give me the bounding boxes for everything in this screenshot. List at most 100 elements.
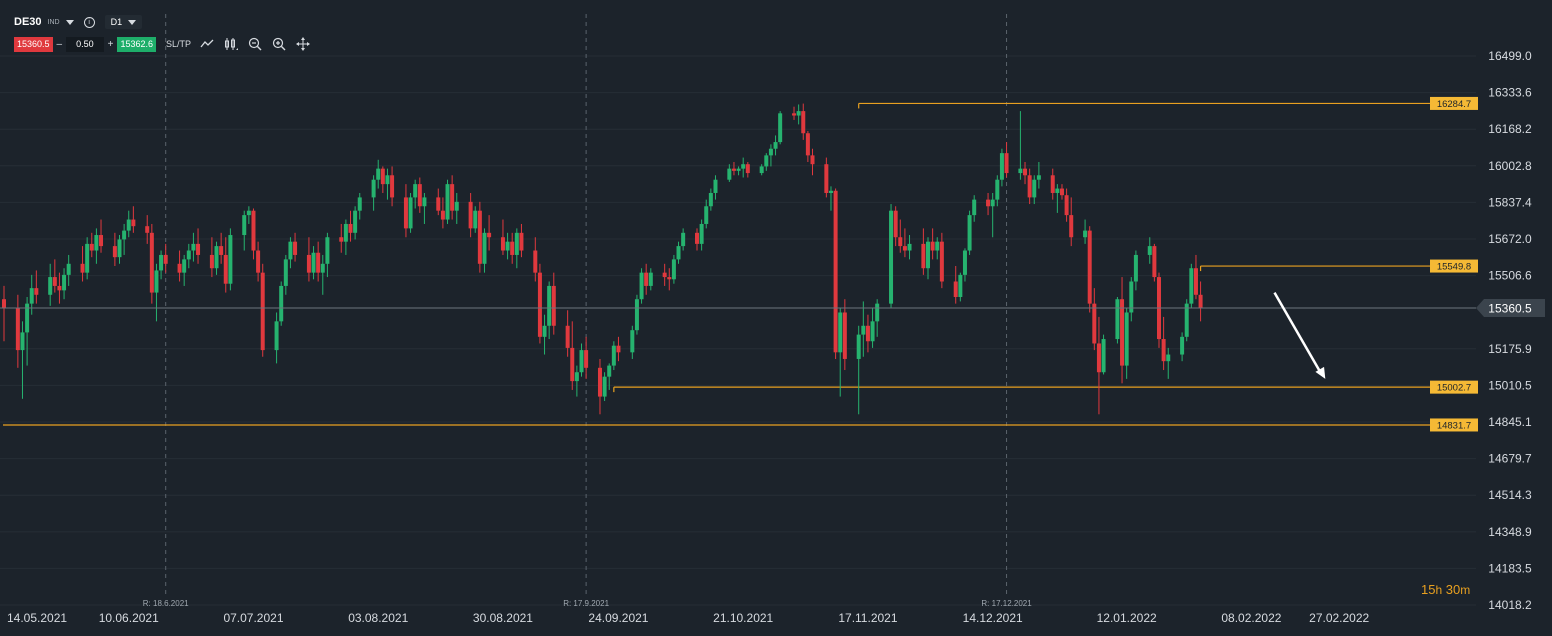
candle [191, 232, 196, 262]
candle-body [343, 223, 348, 242]
candle-body [293, 241, 298, 255]
candle [1092, 288, 1097, 351]
candle-countdown: 15h 30m [1421, 582, 1470, 597]
candle [1023, 162, 1028, 185]
candle-body [154, 270, 159, 293]
candle [371, 175, 376, 211]
candle-body [196, 243, 201, 255]
info-icon[interactable]: i [83, 16, 95, 28]
candle [436, 188, 441, 216]
candle-body [727, 168, 732, 180]
candle-body [579, 350, 584, 373]
candle-body [1184, 303, 1189, 337]
candle [579, 343, 584, 377]
candle [131, 206, 136, 233]
candles [2, 103, 1203, 415]
time-axis[interactable]: 14.05.2021 10.06.2021 07.07.2021 03.08.2021… [7, 611, 1370, 625]
candle [99, 219, 104, 253]
date-tick-label: 21.10.2021 [713, 611, 773, 625]
level-label: 15002.7 [1437, 383, 1471, 394]
candle-body [962, 250, 967, 275]
candle-body [773, 142, 778, 149]
level-15002.7: 15002.7 [613, 380, 1478, 394]
candle [1180, 332, 1185, 362]
candle [450, 175, 455, 220]
candle-body [1064, 195, 1069, 216]
candle [1083, 219, 1088, 244]
candle [939, 232, 944, 289]
line-chart-icon[interactable] [199, 36, 215, 52]
candle [1189, 263, 1194, 309]
candle-body [708, 192, 713, 207]
horizontal-levels[interactable]: 16284.7 15549.8 15002.7 14831.7 [3, 96, 1478, 432]
candle [1198, 281, 1203, 322]
candle [477, 201, 482, 273]
candle [1027, 168, 1032, 205]
price-axis[interactable]: 16499.0 16333.6 16168.2 16002.8 15837.4 15672… [1476, 49, 1545, 612]
candle-body [902, 246, 907, 251]
candle-body [85, 243, 90, 273]
candle [214, 241, 219, 275]
candle-body [357, 197, 362, 211]
candle [228, 228, 233, 291]
candle-body [94, 235, 99, 251]
candle-body [89, 243, 94, 251]
candle-body [1004, 153, 1009, 174]
candle [80, 246, 85, 282]
buy-price-button[interactable]: 15362.6 [117, 36, 157, 52]
candle [52, 259, 57, 293]
price-tick-label: 15837.4 [1488, 195, 1532, 209]
candle-body [875, 303, 880, 322]
zoom-out-icon[interactable] [247, 36, 263, 52]
candle-body [921, 243, 926, 269]
candle [34, 270, 39, 304]
sltp-button[interactable]: SL/TP [166, 39, 192, 49]
candle-body [805, 133, 810, 156]
date-tick-label: 10.06.2021 [99, 611, 159, 625]
date-tick-label: 08.02.2022 [1221, 611, 1281, 625]
candle-body [644, 272, 649, 286]
candle-body [1147, 246, 1152, 255]
candle [274, 312, 279, 364]
candle-body [1083, 230, 1088, 238]
candle [745, 162, 750, 178]
volume-input[interactable]: 0.50 [66, 36, 104, 52]
candle-body [2, 299, 6, 309]
candle [902, 228, 907, 258]
candle-body [930, 241, 935, 251]
price-tick-label: 14845.1 [1488, 415, 1532, 429]
interval-selector[interactable]: D1 [104, 15, 143, 29]
level-label: 14831.7 [1437, 420, 1471, 431]
candle [2, 285, 6, 342]
symbol-name[interactable]: DE30 [14, 16, 42, 28]
zoom-in-icon[interactable] [271, 36, 287, 52]
candle [48, 263, 53, 306]
candle [209, 237, 214, 278]
symbol-dropdown-icon[interactable] [65, 19, 74, 25]
price-tick-label: 15506.6 [1488, 269, 1532, 283]
volume-increase-button[interactable]: + [107, 38, 114, 50]
current-price-label: 15360.5 [1488, 301, 1532, 315]
candle-body [376, 168, 381, 180]
candle-type-icon[interactable] [223, 36, 239, 52]
sell-price-button[interactable]: 15360.5 [14, 36, 53, 52]
candle [805, 131, 810, 163]
candle-body [838, 312, 843, 353]
candle-body [602, 376, 607, 397]
candle [930, 228, 935, 260]
candle-body [505, 241, 510, 251]
candle-body [1152, 246, 1157, 278]
date-tick-label: 27.02.2022 [1309, 611, 1369, 625]
candle [1152, 243, 1157, 282]
candle-body [408, 197, 413, 229]
volume-decrease-button[interactable]: – [56, 38, 63, 50]
candle-body [1101, 339, 1106, 373]
move-icon[interactable] [295, 36, 311, 52]
candle [611, 341, 616, 371]
candle-body [228, 235, 233, 284]
candle-body [792, 113, 797, 116]
candle [875, 299, 880, 337]
candle-body [796, 111, 801, 116]
candle-body [260, 272, 265, 351]
